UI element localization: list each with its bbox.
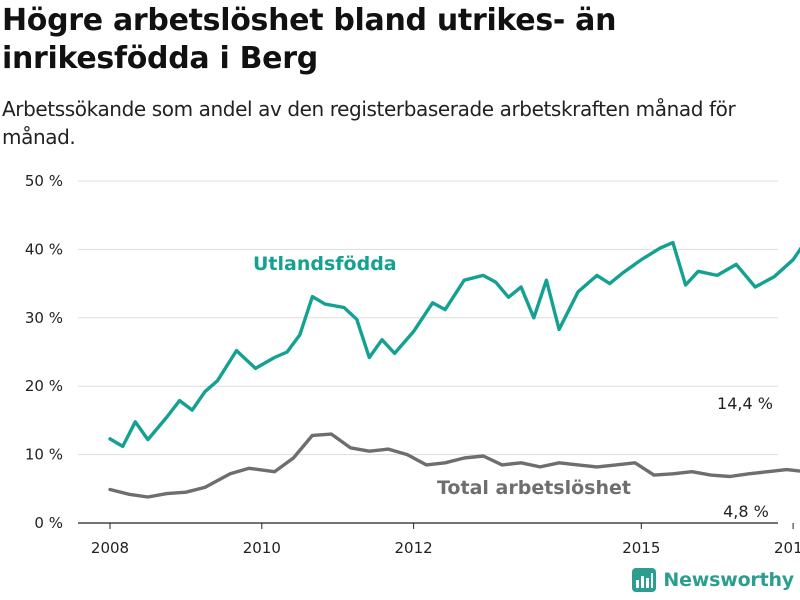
x-tick-label: 2017 (774, 539, 800, 557)
series-line (108, 240, 800, 449)
bar-chart-logo-icon (632, 568, 657, 592)
y-tick-label: 40 % (25, 240, 63, 258)
y-tick-label: 30 % (25, 309, 63, 327)
brand-name: Newsworthy (663, 569, 794, 591)
series-label-utlandsfodda: Utlandsfödda (253, 253, 397, 275)
page-subtitle: Arbetssökande som andel av den registerb… (2, 97, 736, 149)
end-value-label: 14,4 % (717, 394, 773, 413)
series-label-total-halo: Total arbetslöshet (437, 477, 631, 499)
brand-logo[interactable]: Newsworthy (631, 566, 794, 594)
end-value-label: 4,8 % (723, 502, 769, 521)
x-tick-label: 2008 (91, 539, 129, 557)
x-tick-label: 2010 (243, 539, 281, 557)
y-tick-label: 0 % (34, 514, 63, 532)
series-label-total: Total arbetslöshet (437, 477, 631, 499)
x-axis: 0 % 10 % 20 % 30 % 40 % 50 % 2008 2010 2012 2015 2… (25, 172, 800, 557)
y-tick-label: 10 % (25, 446, 63, 464)
page-title: Högre arbetslöshet bland utrikes- än inr… (2, 3, 617, 76)
x-tick-label: 2015 (622, 539, 660, 557)
gridlines (78, 180, 778, 524)
x-tick-label: 2012 (395, 539, 433, 557)
y-tick-label: 50 % (25, 172, 63, 190)
series-lines (108, 240, 800, 499)
series-label-utlandsfodda-halo: Utlandsfödda (253, 253, 397, 275)
y-tick-label: 20 % (25, 377, 63, 395)
series-line (108, 432, 800, 499)
